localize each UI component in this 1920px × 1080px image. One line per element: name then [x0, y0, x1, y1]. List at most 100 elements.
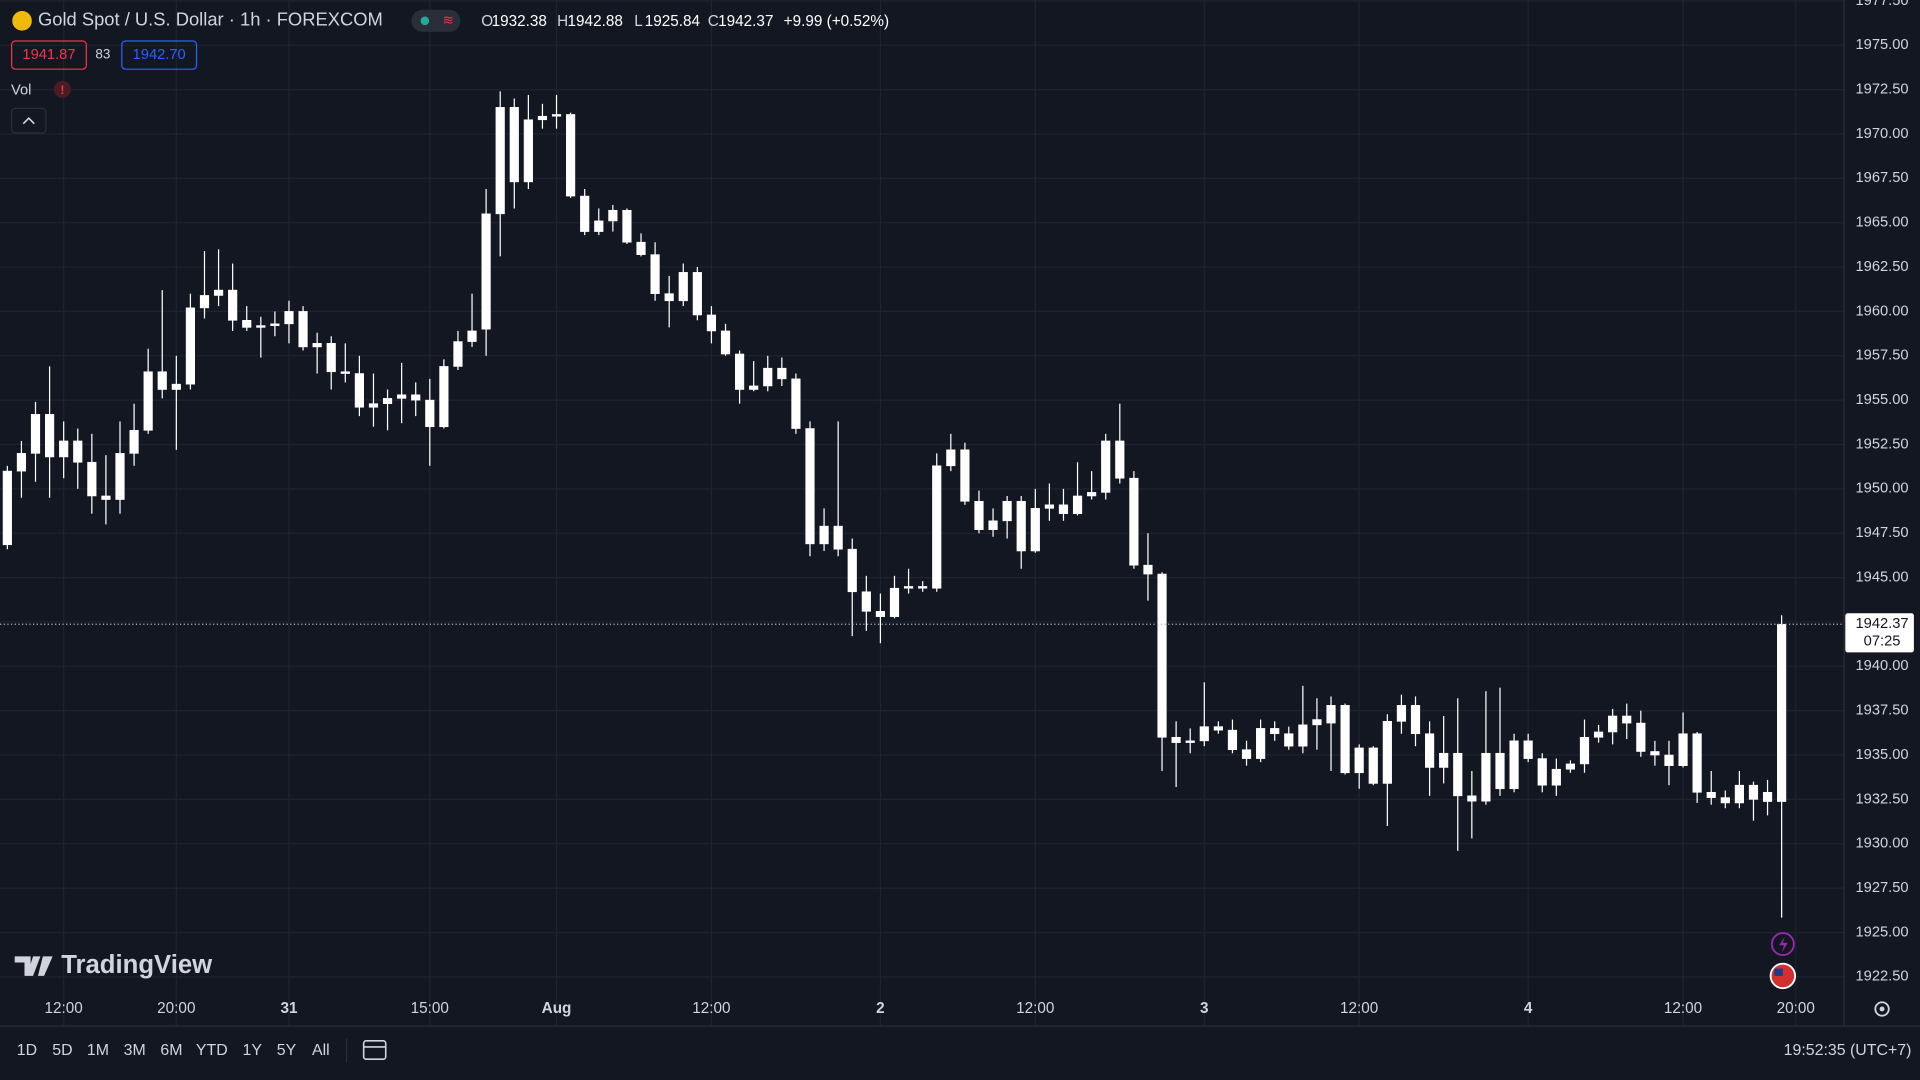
candle-body — [1312, 719, 1322, 726]
candle-body — [1213, 726, 1223, 731]
candle-body — [1692, 733, 1702, 793]
range-button[interactable]: 1D — [17, 1042, 37, 1059]
candle-body — [16, 453, 27, 472]
candle-body — [932, 465, 942, 589]
candle-body — [974, 500, 984, 530]
last-price-label: 1942.37 — [1855, 616, 1908, 632]
x-tick-label: 4 — [1524, 1000, 1533, 1017]
ohlc-key: H — [557, 13, 568, 30]
candle-body — [439, 366, 449, 428]
candle-body — [1284, 733, 1294, 747]
x-tick-label: 3 — [1200, 1000, 1209, 1017]
candle-body — [1298, 724, 1308, 747]
ask-price: 1942.70 — [133, 47, 186, 63]
candle-body — [1579, 736, 1590, 765]
candle-body — [1565, 763, 1576, 770]
collapse-button[interactable] — [11, 107, 47, 134]
y-tick-label: 1937.50 — [1855, 703, 1908, 719]
volume-warning-icon: ! — [60, 83, 64, 97]
logo-text: TradingView — [61, 951, 213, 979]
status-pill[interactable] — [411, 9, 461, 32]
candle-body — [143, 371, 153, 431]
volume-warning[interactable] — [53, 80, 72, 98]
y-tick-label: 1932.50 — [1855, 791, 1908, 807]
candle-body — [791, 378, 801, 429]
candle-body — [340, 371, 350, 374]
y-tick-label: 1947.50 — [1855, 525, 1908, 541]
candle-body — [270, 323, 280, 326]
candle-body — [946, 449, 956, 467]
date-range-button[interactable] — [362, 1040, 387, 1060]
range-button[interactable]: 5Y — [277, 1042, 297, 1059]
candle-body — [1593, 731, 1604, 738]
y-tick-label: 1935.00 — [1855, 747, 1908, 763]
candle-body — [664, 293, 674, 302]
event-bolt — [1779, 936, 1788, 953]
range-button[interactable]: 6M — [160, 1042, 182, 1059]
candle-body — [819, 525, 829, 545]
y-tick-label: 1977.50 — [1855, 0, 1908, 9]
clock[interactable]: 19:52:35 (UTC+7) — [1784, 1042, 1912, 1059]
range-button[interactable]: YTD — [196, 1042, 228, 1059]
candle-body — [1762, 791, 1773, 802]
y-tick-label: 1955.00 — [1855, 392, 1908, 408]
range-button[interactable]: 3M — [124, 1042, 146, 1059]
ask-box[interactable] — [121, 40, 198, 70]
candle-body — [1256, 728, 1266, 759]
candle-body — [650, 254, 660, 294]
candle-body — [495, 107, 505, 215]
candle-body — [453, 341, 463, 367]
range-button[interactable]: All — [312, 1042, 330, 1059]
candle-body — [636, 241, 646, 255]
candle-body — [425, 399, 435, 428]
y-tick-label: 1940.00 — [1855, 658, 1908, 674]
candle-body — [1523, 740, 1533, 759]
candle-body — [1664, 754, 1674, 766]
y-tick-label: 1975.00 — [1855, 37, 1908, 53]
candle-body — [1410, 705, 1421, 735]
candle-body — [1340, 705, 1350, 774]
candle-body — [1270, 728, 1280, 735]
candle-body — [537, 115, 548, 121]
candle-body — [1734, 784, 1744, 804]
grid — [0, 0, 1845, 1027]
bid-box[interactable] — [11, 40, 87, 70]
candle-body — [509, 107, 519, 183]
y-tick-label: 1970.00 — [1855, 126, 1908, 142]
symbol-icon — [12, 11, 32, 31]
candle-body — [1157, 573, 1167, 738]
candle-body — [1044, 504, 1054, 509]
candle-body — [889, 587, 900, 617]
candle-body — [1072, 495, 1083, 515]
ohlc-value: 1932.38 — [492, 13, 547, 30]
bid-price: 1941.87 — [22, 47, 75, 63]
candle-body — [1481, 752, 1491, 802]
candle-body — [1227, 729, 1238, 751]
candle-body — [1622, 715, 1632, 724]
candle-body — [551, 114, 562, 117]
candle-body — [1453, 752, 1463, 797]
symbol-title[interactable]: Gold Spot / U.S. Dollar · 1h · FOREXCOM — [38, 9, 383, 30]
candle-body — [1087, 492, 1097, 497]
candle-body — [763, 367, 773, 387]
range-button[interactable]: 1Y — [243, 1042, 263, 1059]
candle-body — [411, 394, 421, 401]
y-tick-label: 1922.50 — [1855, 969, 1908, 985]
candle-body — [1608, 715, 1618, 733]
y-tick-label: 1957.50 — [1855, 348, 1908, 364]
range-buttons: 1D 5D 1M 3M 6M YTD 1Y 5Y All — [17, 1042, 330, 1059]
y-tick-label: 1930.00 — [1855, 836, 1908, 852]
spread: 83 — [95, 47, 110, 62]
x-tick-label: 15:00 — [411, 1000, 449, 1017]
candle-body — [594, 220, 604, 232]
y-tick-label: 1967.50 — [1855, 170, 1908, 186]
candle-body — [1650, 751, 1660, 756]
candle-body — [30, 414, 41, 454]
ohlc-value: 1942.88 — [568, 13, 623, 30]
range-button[interactable]: 5D — [52, 1042, 72, 1059]
candle-body — [1382, 721, 1392, 784]
settings-icon[interactable] — [1874, 1001, 1890, 1017]
range-button[interactable]: 1M — [87, 1042, 109, 1059]
